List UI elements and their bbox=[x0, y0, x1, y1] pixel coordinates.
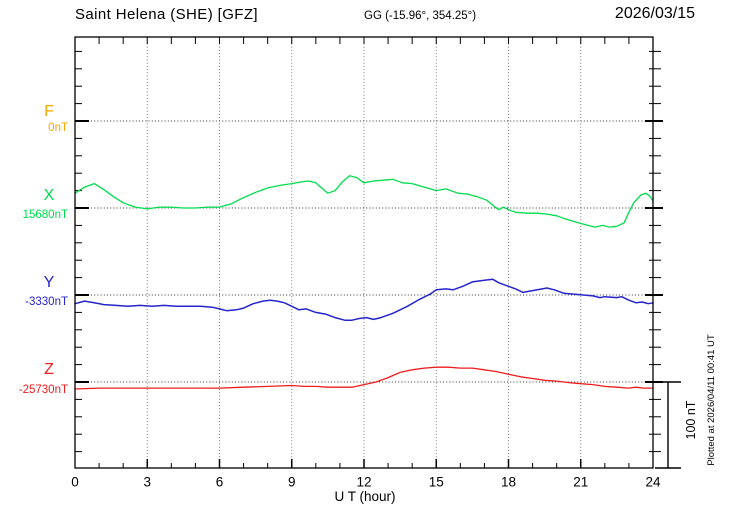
data-traces bbox=[74, 175, 654, 390]
x-tick-label: 6 bbox=[216, 475, 224, 490]
component-label-Y: Y bbox=[43, 274, 55, 291]
component-label-Z: Z bbox=[44, 361, 54, 378]
trace-X bbox=[74, 175, 654, 228]
x-tick-label: 12 bbox=[356, 475, 371, 490]
trace-Y bbox=[74, 278, 654, 321]
component-baseline-X: 15680nT bbox=[22, 209, 68, 221]
x-tick-label: 0 bbox=[71, 475, 79, 490]
plotted-at-note: Plotted at 2026/04/11 00:41 UT bbox=[706, 334, 717, 466]
component-baseline-Y: -3330nT bbox=[25, 296, 68, 308]
component-baseline-F: 0nT bbox=[48, 122, 68, 134]
scale-bar-label: 100 nT bbox=[684, 400, 698, 439]
component-label-X: X bbox=[43, 187, 55, 204]
geographic-coordinates: GG (-15.96°, 354.25°) bbox=[364, 10, 477, 22]
x-tick-label: 21 bbox=[573, 475, 588, 490]
x-tick-label: 15 bbox=[429, 475, 444, 490]
trace-Z bbox=[74, 366, 654, 390]
scale-bar bbox=[655, 381, 681, 469]
component-label-F: F bbox=[44, 103, 54, 120]
x-axis-title: U T (hour) bbox=[334, 489, 396, 504]
x-tick-label: 24 bbox=[645, 475, 661, 490]
x-axis-tick-labels: 0 3 6 9 12 15 18 21 24 bbox=[71, 475, 661, 490]
plot-frame bbox=[74, 36, 654, 469]
station-title: Saint Helena (SHE) [GFZ] bbox=[75, 6, 258, 23]
axis-ticks bbox=[75, 37, 663, 468]
plot-date: 2026/03/15 bbox=[614, 5, 695, 22]
x-tick-label: 9 bbox=[288, 475, 296, 490]
x-tick-label: 18 bbox=[501, 475, 516, 490]
x-tick-label: 3 bbox=[143, 475, 151, 490]
grid-lines bbox=[75, 37, 653, 468]
component-baseline-Z: -25730nT bbox=[18, 384, 68, 396]
